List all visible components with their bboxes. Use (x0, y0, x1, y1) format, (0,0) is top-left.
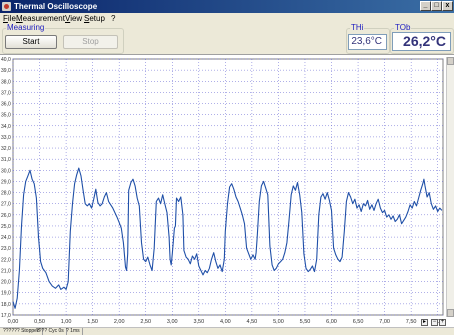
y-tick-label: 21,0 (1, 268, 11, 274)
y-tick-label: 30,0 (1, 168, 11, 174)
toolbar: Measuring Start Stop THi 23,6°C TOb 26,2… (0, 23, 454, 55)
window-title: Thermal Oscilloscope (14, 2, 98, 11)
maximize-button[interactable]: □ (431, 1, 442, 11)
scroll-down-arrow[interactable] (447, 309, 454, 317)
oscilloscope-plot[interactable]: 17,0 18,0 19,0 20,0 21,0 22,0 23,0 24,0 25,0 26,0… (0, 55, 454, 327)
thi-group (346, 28, 390, 54)
zoom-out-button[interactable]: − (431, 319, 438, 326)
x-tick-label: 4,50 (247, 319, 258, 325)
x-tick-label: 7,00 (379, 319, 390, 325)
status-interval: ? 1ms (64, 328, 83, 335)
y-tick-label: 34,0 (1, 124, 11, 130)
menu-file[interactable]: File (3, 14, 16, 23)
scroll-up-arrow[interactable] (447, 57, 454, 65)
y-tick-label: 36,0 (1, 102, 11, 108)
y-tick-label: 17,0 (1, 313, 11, 319)
x-tick-label: 0,00 (8, 319, 19, 325)
y-tick-label: 39,0 (1, 68, 11, 74)
y-tick-label: 31,0 (1, 157, 11, 163)
menu-view[interactable]: View (65, 14, 83, 23)
zoom-in-button[interactable]: + (439, 319, 446, 326)
scroll-right-arrow[interactable]: ▸ (421, 319, 428, 326)
status-bar: ?????? Stopped ???? Cyc 0s ? 1ms (0, 327, 454, 335)
tob-legend: TOb (394, 23, 412, 32)
y-tick-label: 24,0 (1, 235, 11, 241)
y-tick-label: 35,0 (1, 113, 11, 119)
x-tick-label: 4,00 (220, 319, 231, 325)
start-button[interactable]: Start (5, 35, 57, 49)
y-tick-label: 33,0 (1, 135, 11, 141)
x-tick-label: 3,00 (167, 319, 178, 325)
y-tick-label: 27,0 (1, 202, 11, 208)
y-tick-label: 22,0 (1, 257, 11, 263)
title-bar: Thermal Oscilloscope _ □ x (0, 0, 454, 13)
y-tick-label: 38,0 (1, 79, 11, 85)
y-tick-label: 40,0 (1, 57, 11, 63)
x-tick-label: 2,50 (140, 319, 151, 325)
y-tick-label: 18,0 (1, 302, 11, 308)
x-tick-label: 2,00 (114, 319, 125, 325)
measuring-legend: Measuring (6, 23, 46, 32)
x-tick-label: 5,50 (300, 319, 311, 325)
x-tick-label: 0,50 (34, 319, 45, 325)
menu-bar: File Measurement View Setup ? (0, 13, 454, 24)
y-tick-label: 23,0 (1, 246, 11, 252)
menu-setup[interactable]: Setup (84, 14, 105, 23)
plot-frame (12, 58, 444, 316)
y-tick-label: 26,0 (1, 213, 11, 219)
vertical-scrollbar[interactable] (446, 57, 454, 317)
thermometer-icon (2, 2, 11, 11)
x-tick-label: 5,00 (273, 319, 284, 325)
y-tick-label: 29,0 (1, 179, 11, 185)
x-tick-label: 6,00 (326, 319, 337, 325)
thi-legend: THi (350, 23, 365, 32)
menu-help[interactable]: ? (111, 14, 116, 23)
x-tick-label: 7,50 (406, 319, 417, 325)
tob-readout: 26,2°C (392, 32, 451, 51)
close-button[interactable]: x (442, 1, 453, 11)
y-tick-label: 25,0 (1, 224, 11, 230)
minimize-button[interactable]: _ (420, 1, 431, 11)
y-tick-label: 28,0 (1, 191, 11, 197)
x-tick-label: 1,00 (61, 319, 72, 325)
temperature-chart: 17,0 18,0 19,0 20,0 21,0 22,0 23,0 24,0 25,0 26,0… (1, 57, 444, 325)
x-tick-label: 1,50 (87, 319, 98, 325)
y-tick-label: 32,0 (1, 146, 11, 152)
y-tick-label: 20,0 (1, 280, 11, 286)
y-tick-label: 19,0 (1, 291, 11, 297)
temperature-trace (12, 167, 443, 309)
thi-readout: 23,6°C (348, 34, 387, 50)
y-tick-label: 37,0 (1, 90, 11, 96)
menu-measurement[interactable]: Measurement (16, 14, 65, 23)
x-tick-label: 6,50 (353, 319, 364, 325)
measuring-group (2, 28, 124, 54)
stop-button[interactable]: Stop (63, 35, 118, 49)
x-tick-label: 3,50 (193, 319, 204, 325)
status-state: ?????? Stopped (1, 328, 43, 335)
status-cycle: ???? Cyc 0s (34, 328, 67, 335)
